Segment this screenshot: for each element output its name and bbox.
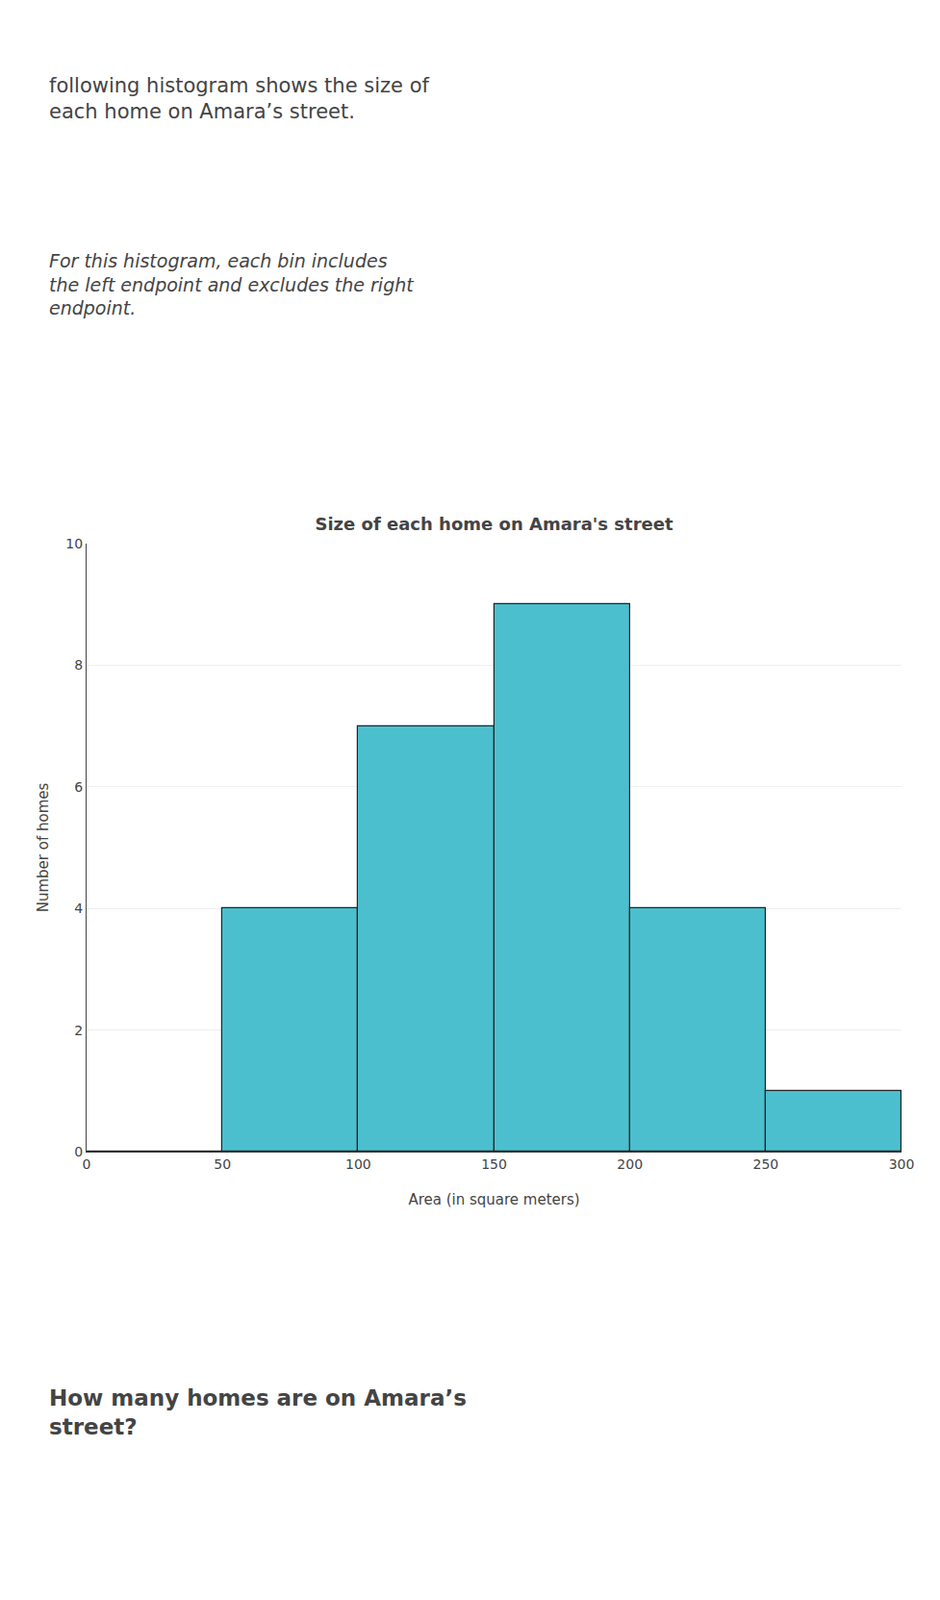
svg-text:How many homes are on Amara’ss: How many homes are on Amara’sstreet? [49,1385,467,1440]
svg-text:10: 10 [65,535,83,552]
svg-text:Number of homes: Number of homes [34,783,52,914]
svg-text:Area (in square meters): Area (in square meters) [407,1191,580,1209]
svg-text:300: 300 [889,1156,915,1172]
svg-text:0: 0 [74,1143,83,1160]
svg-text:8: 8 [74,657,83,673]
svg-text:150: 150 [481,1156,508,1172]
svg-text:6: 6 [74,779,83,795]
svg-text:200: 200 [616,1156,643,1172]
svg-text:2: 2 [74,1022,83,1039]
svg-text:50: 50 [213,1156,231,1172]
svg-text:100: 100 [345,1156,372,1172]
svg-text:0: 0 [82,1156,92,1172]
svg-text:4: 4 [74,900,83,916]
svg-text:For this histogram, each bin i: For this histogram, each bin includesthe… [49,250,415,319]
svg-text:following histogram shows the: following histogram shows the size ofeac… [49,74,430,124]
svg-text:Size of each home on Amara's s: Size of each home on Amara's street [314,513,673,534]
svg-text:250: 250 [752,1156,779,1172]
